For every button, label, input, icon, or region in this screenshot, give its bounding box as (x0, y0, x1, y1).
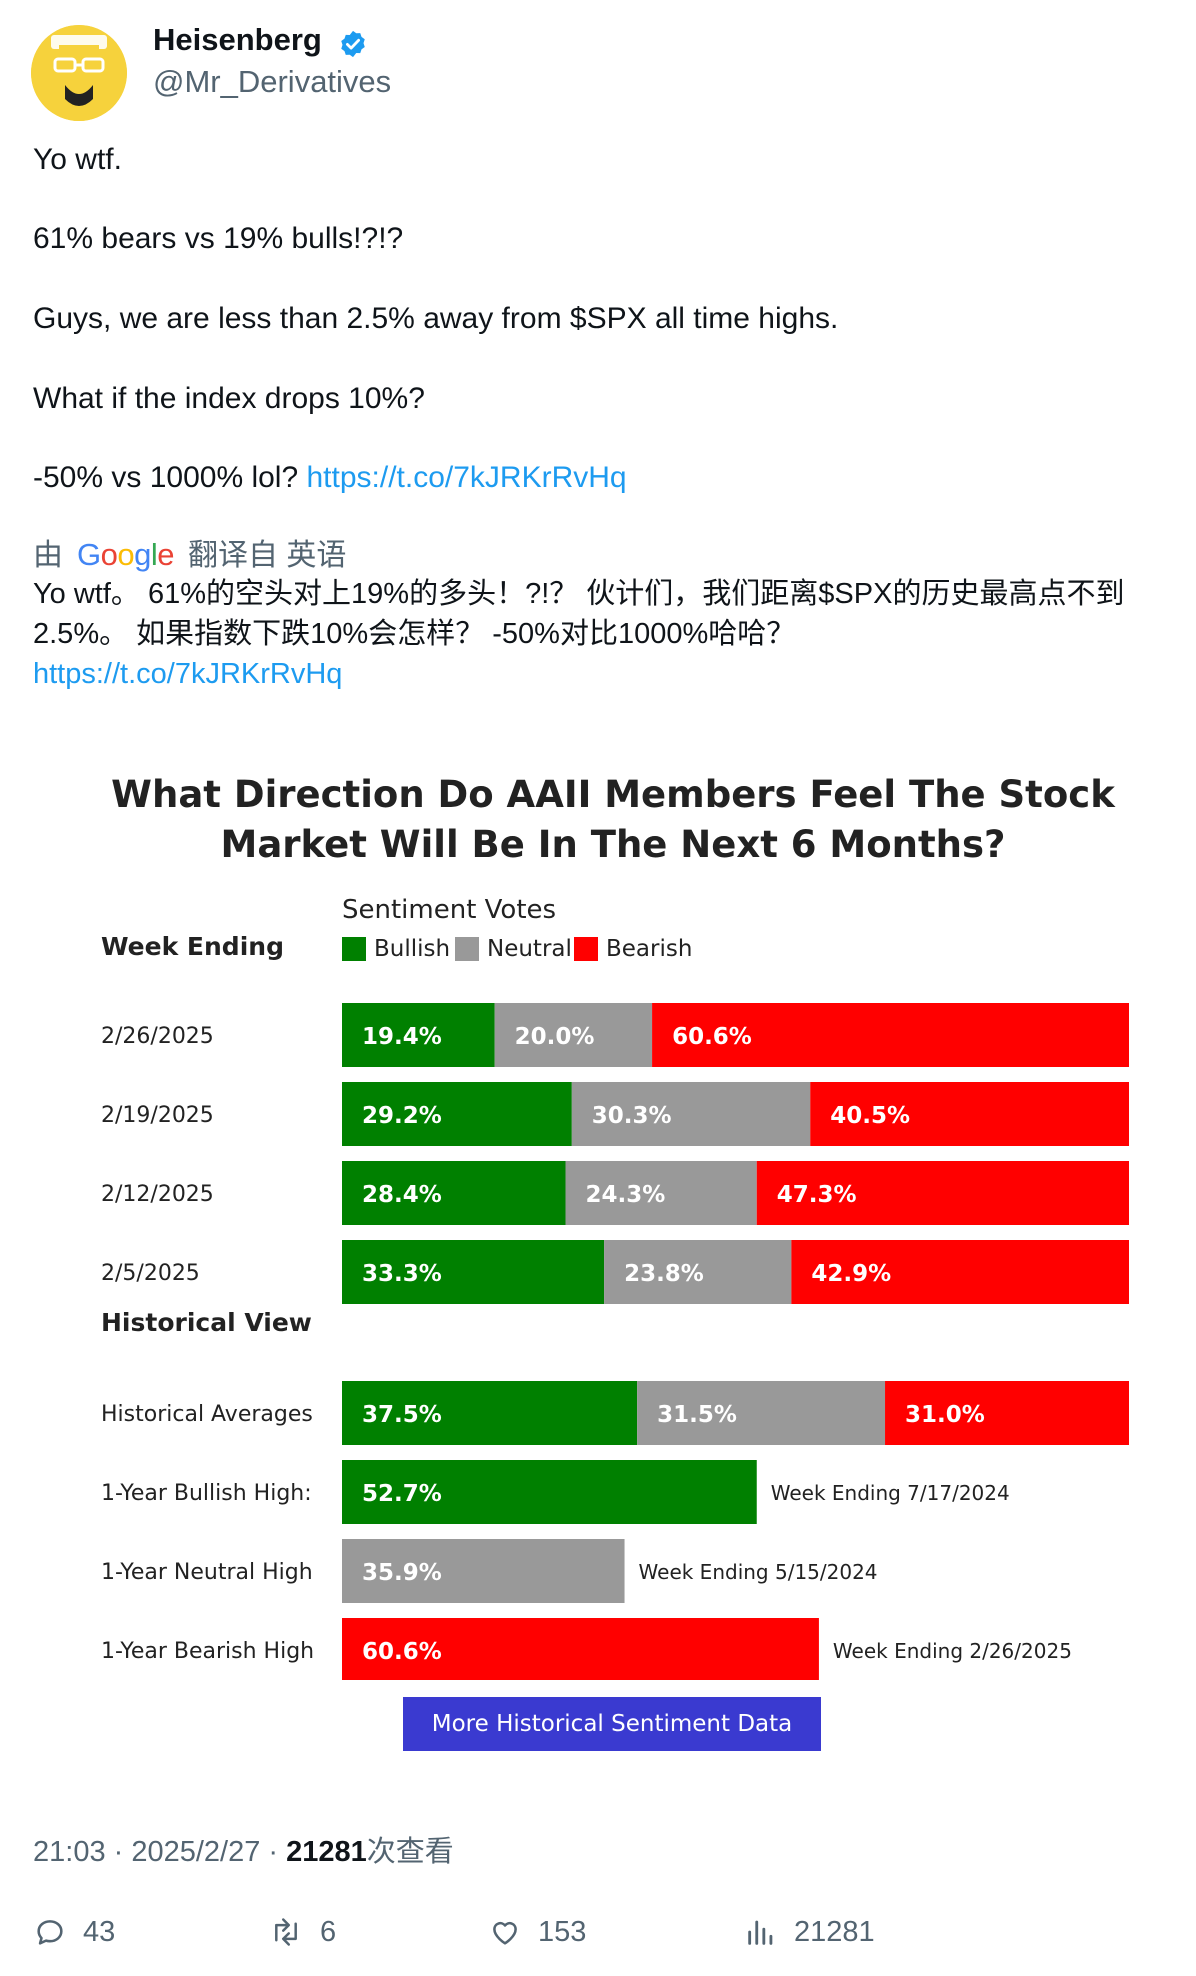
more-historical-data-button[interactable]: More Historical Sentiment Data (403, 1697, 821, 1751)
week-bar-bearish-1 (810, 1082, 1129, 1146)
week-label-1: 2/19/2025 (101, 1103, 214, 1128)
high-value-bullish: 52.7% (362, 1481, 442, 1507)
week-value-neutral-0: 20.0% (515, 1024, 595, 1050)
tweet-line: 61% bears vs 19% bulls!?!? (33, 222, 404, 255)
tweet-line: -50% vs 1000% lol? (33, 461, 299, 494)
translation-suffix: 翻译自 英语 (188, 539, 347, 572)
week-bar-bearish-0 (652, 1003, 1129, 1067)
high-bar-neutral (342, 1539, 625, 1603)
week-bar-bearish-2 (756, 1161, 1129, 1225)
week-bar-bullish-2 (342, 1161, 566, 1225)
retweet-button[interactable]: 6 (268, 1915, 336, 1949)
high-note-bearish: Week Ending 2/26/2025 (833, 1639, 1072, 1663)
handle[interactable]: @Mr_Derivatives (153, 64, 392, 99)
week-bar-bullish-3 (342, 1240, 605, 1304)
legend-swatch-bearish (574, 937, 598, 961)
tweet-line: Yo wtf. (33, 143, 122, 176)
week-bar-neutral-3 (604, 1240, 792, 1304)
display-name[interactable]: Heisenberg (153, 22, 322, 57)
verified-badge-icon (341, 30, 365, 58)
historical-label-0: Historical Averages (101, 1402, 313, 1427)
translated-link[interactable]: https://t.co/7kJRKrRvHq (33, 658, 343, 690)
translation-attribution[interactable]: 由 Google 翻译自 英语 (33, 530, 346, 574)
tweet-meta: 21:03 · 2025/2/27 · 21281次查看 (33, 1828, 454, 1870)
high-value-neutral: 35.9% (362, 1560, 442, 1586)
row-header: Week Ending (101, 932, 284, 961)
translated-text: Yo wtf。 61%的空头对上19%的多头！?!？ 伙计们，我们距离$SPX的… (33, 574, 1173, 694)
legend-title: Sentiment Votes (342, 895, 557, 925)
high-bar-bearish (342, 1618, 819, 1680)
week-value-bearish-3: 42.9% (811, 1261, 891, 1287)
like-count: 153 (538, 1915, 587, 1948)
views-suffix: 次查看 (366, 1836, 454, 1868)
week-bar-bearish-3 (791, 1240, 1129, 1304)
week-bar-neutral-1 (571, 1082, 811, 1146)
week-bar-neutral-0 (494, 1003, 653, 1067)
week-bar-bullish-1 (342, 1082, 572, 1146)
week-value-bearish-1: 40.5% (830, 1103, 910, 1129)
legend-bearish: Bearish (606, 936, 693, 962)
tweet-line: Guys, we are less than 2.5% away from $S… (33, 302, 839, 335)
high-note-bullish: Week Ending 7/17/2024 (771, 1481, 1010, 1505)
high-label-2: 1-Year Bearish High (101, 1639, 314, 1664)
week-value-neutral-3: 23.8% (624, 1261, 704, 1287)
legend-swatch-bullish (342, 937, 366, 961)
chart-title: What Direction Do AAII Members Feel The … (111, 773, 1115, 866)
historical-bar-neutral-0 (637, 1381, 886, 1445)
week-label-2: 2/12/2025 (101, 1182, 214, 1207)
week-value-bullish-3: 33.3% (362, 1261, 442, 1287)
action-bar: 43 6 153 21281 (0, 1915, 1196, 1965)
tweet-line-with-link: -50% vs 1000% lol? https://t.co/7kJRKrRv… (33, 461, 627, 495)
week-value-neutral-2: 24.3% (586, 1182, 666, 1208)
historical-bar-bullish-0 (342, 1381, 638, 1445)
views-chart-icon (748, 1920, 773, 1945)
reply-icon (37, 1920, 63, 1945)
reply-count: 43 (83, 1915, 116, 1948)
week-bar-bullish-0 (342, 1003, 495, 1067)
high-value-bearish: 60.6% (362, 1639, 442, 1665)
timestamp[interactable]: 21:03 · 2025/2/27 · (33, 1836, 287, 1868)
week-value-bullish-0: 19.4% (362, 1024, 442, 1050)
week-value-bullish-2: 28.4% (362, 1182, 442, 1208)
like-button[interactable]: 153 (488, 1915, 586, 1949)
week-label-0: 2/26/2025 (101, 1024, 214, 1049)
high-label-0: 1-Year Bullish High: (101, 1481, 312, 1506)
week-value-bullish-1: 29.2% (362, 1103, 442, 1129)
week-label-3: 2/5/2025 (101, 1261, 200, 1286)
historical-value-bullish-0: 37.5% (362, 1402, 442, 1428)
week-value-neutral-1: 30.3% (592, 1103, 672, 1129)
historical-value-bearish-0: 31.0% (905, 1402, 985, 1428)
week-bar-neutral-2 (565, 1161, 757, 1225)
tweet-line: What if the index drops 10%? (33, 382, 425, 415)
high-bar-bullish (342, 1460, 757, 1524)
view-count: 21281 (286, 1836, 367, 1868)
retweet-icon (275, 1918, 297, 1946)
retweet-count: 6 (320, 1915, 337, 1948)
legend-neutral: Neutral (487, 936, 572, 962)
historical-bar-bearish-0 (885, 1381, 1129, 1445)
reply-button[interactable]: 43 (33, 1915, 115, 1949)
legend-swatch-neutral (455, 937, 479, 961)
views-button[interactable]: 21281 (744, 1915, 875, 1949)
avatar[interactable] (31, 25, 127, 121)
historical-value-neutral-0: 31.5% (657, 1402, 737, 1428)
translation-prefix: 由 (33, 539, 63, 572)
week-value-bearish-2: 47.3% (777, 1182, 857, 1208)
heisenberg-avatar-icon (31, 25, 127, 121)
week-value-bearish-0: 60.6% (672, 1024, 752, 1050)
views-count: 21281 (794, 1915, 875, 1948)
heart-icon (493, 1921, 517, 1945)
high-label-1: 1-Year Neutral High (101, 1560, 313, 1585)
historical-header: Historical View (101, 1308, 312, 1337)
sentiment-chart[interactable]: What Direction Do AAII Members Feel The … (33, 740, 1173, 1751)
bars-svg: 2/26/2025 19.4% 20.0% 60.6% 2/19/2025 29.2% 30… (101, 1003, 1129, 1680)
legend-bullish: Bullish (374, 936, 451, 962)
google-logo: Google (77, 537, 175, 572)
translated-body: Yo wtf。 61%的空头对上19%的多头！?!？ 伙计们，我们距离$SPX的… (33, 578, 1125, 650)
high-note-neutral: Week Ending 5/15/2024 (639, 1560, 878, 1584)
tweet-link[interactable]: https://t.co/7kJRKrRvHq (306, 461, 627, 494)
